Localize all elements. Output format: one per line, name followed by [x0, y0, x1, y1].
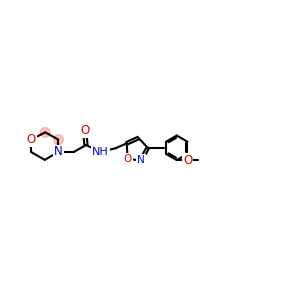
Text: NH: NH — [92, 147, 109, 157]
Text: N: N — [54, 146, 63, 158]
Text: N: N — [137, 155, 145, 165]
Text: O: O — [80, 124, 89, 137]
Text: O: O — [26, 133, 36, 146]
Circle shape — [40, 128, 50, 137]
Circle shape — [54, 135, 63, 145]
Text: O: O — [183, 154, 192, 166]
Text: O: O — [124, 154, 132, 164]
